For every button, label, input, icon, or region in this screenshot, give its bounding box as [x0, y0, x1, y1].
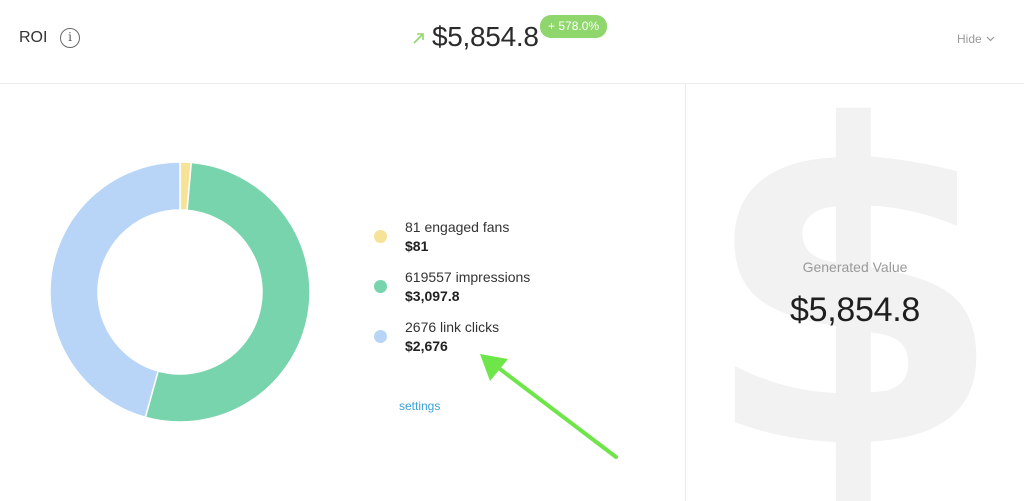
legend-item-link-clicks: 2676 link clicks $2,676 — [374, 318, 530, 368]
hide-toggle[interactable]: Hide — [957, 32, 995, 46]
legend-label-engaged-fans: 81 engaged fans — [405, 219, 510, 235]
legend-value-link-clicks: $2,676 — [405, 338, 448, 354]
donut-slice-2 — [49, 161, 181, 419]
dollar-icon: $ — [700, 34, 1007, 501]
growth-badge: + 578.0% — [540, 15, 608, 38]
legend-label-impressions: 619557 impressions — [405, 269, 531, 285]
generated-value-label: Generated Value — [802, 259, 908, 275]
roi-header: ROI i $5,854.8 + 578.0% Hide — [0, 0, 1024, 84]
info-icon[interactable]: i — [60, 28, 80, 48]
legend-dot-link-clicks — [374, 330, 387, 343]
donut-slice-1 — [144, 161, 311, 423]
legend-dot-engaged-fans — [374, 230, 387, 243]
arrow-up-right-icon — [413, 33, 424, 44]
generated-value: $5,854.8 — [790, 291, 920, 329]
total-roi-value: $5,854.8 — [432, 21, 539, 52]
annotation-arrow — [480, 354, 618, 459]
legend-dot-impressions — [374, 280, 387, 293]
legend-value-impressions: $3,097.8 — [405, 288, 460, 304]
legend-label-link-clicks: 2676 link clicks — [405, 319, 500, 335]
legend-item-engaged-fans: 81 engaged fans $81 — [374, 218, 530, 268]
roi-legend: 81 engaged fans $81 619557 impressions $… — [374, 218, 530, 368]
hide-label: Hide — [957, 32, 982, 46]
legend-value-engaged-fans: $81 — [405, 238, 429, 254]
panel-divider — [685, 84, 686, 501]
roi-title: ROI — [19, 29, 48, 46]
settings-link[interactable]: settings — [399, 399, 441, 413]
chevron-down-icon — [986, 36, 995, 42]
roi-donut-chart — [49, 161, 311, 423]
legend-item-impressions: 619557 impressions $3,097.8 — [374, 268, 530, 318]
